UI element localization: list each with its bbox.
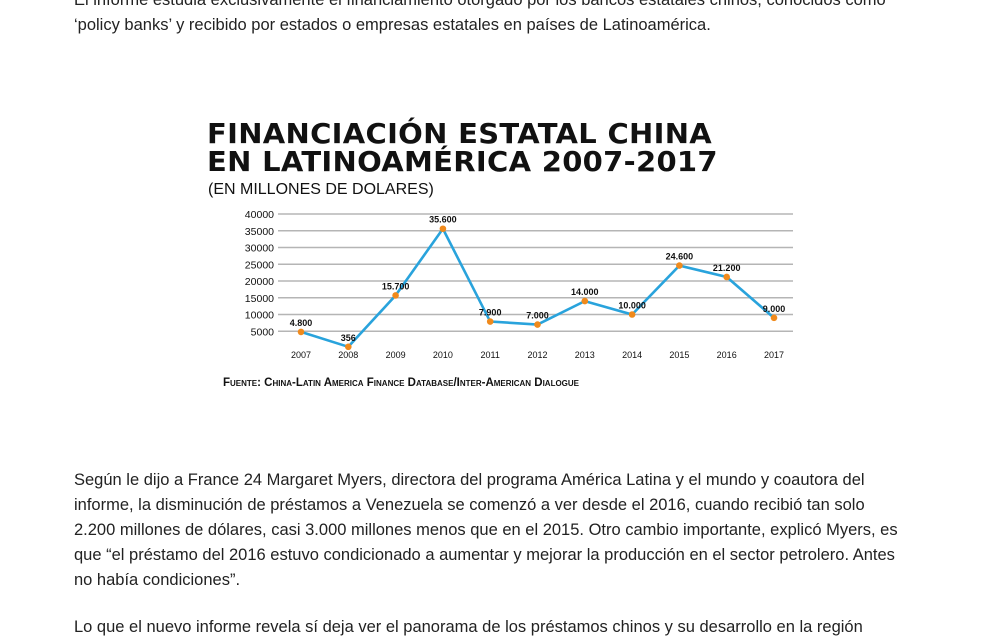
article-paragraph-top: El informe estudia exclusivamente el fin… <box>74 0 926 38</box>
x-tick-label: 2017 <box>764 350 784 360</box>
article-paragraph-main-line: informe, la disminución de préstamos a V… <box>74 496 865 514</box>
data-point <box>439 225 447 233</box>
data-point <box>297 328 305 336</box>
data-point <box>723 273 730 281</box>
article-paragraph-main-line: Según le dijo a France 24 Margaret Myers… <box>74 471 865 489</box>
chart-source: Fuente: China-Latin America Finance Data… <box>223 377 580 389</box>
data-point <box>581 297 589 305</box>
article-paragraph-main-line: 2.200 millones de dólares, casi 3.000 mi… <box>74 521 898 539</box>
data-point <box>628 311 636 318</box>
chart-title: FINANCIACIÓN ESTATAL CHINA EN LATINOAMÉR… <box>207 120 718 176</box>
y-tick-label: 10000 <box>245 310 274 322</box>
series-line <box>300 226 775 349</box>
article-paragraph-main: Según le dijo a France 24 Margaret Myers… <box>74 468 926 593</box>
x-tick-label: 2011 <box>481 350 500 360</box>
data-label: 24.600 <box>666 252 694 262</box>
data-label: 9.000 <box>763 304 786 314</box>
x-tick-label: 2014 <box>622 350 642 360</box>
x-tick-label: 2012 <box>527 350 547 360</box>
data-label: 7.000 <box>526 311 549 321</box>
y-tick-label: 5000 <box>251 326 275 338</box>
data-point <box>486 318 494 325</box>
y-tick-label: 20000 <box>245 276 274 288</box>
x-tick-label: 2015 <box>669 350 689 360</box>
x-tick-label: 2007 <box>291 350 311 360</box>
data-label: 14.000 <box>571 287 599 297</box>
data-label: 21.200 <box>713 263 741 273</box>
data-point <box>534 321 541 328</box>
article-paragraph-main-line: no había condiciones”. <box>74 571 241 589</box>
y-tick-label: 40000 <box>245 209 274 221</box>
data-label: 10.000 <box>618 301 646 311</box>
article-paragraph-bottom: Lo que el nuevo informe revela sí deja v… <box>74 615 926 640</box>
article-paragraph-main-line: que “el préstamo del 2016 estuvo condici… <box>74 546 895 564</box>
data-point <box>345 343 352 351</box>
data-label: 356 <box>341 333 356 343</box>
chart-title-line-1: FINANCIACIÓN ESTATAL CHINA <box>207 117 713 150</box>
article-paragraph-top-line: El informe estudia exclusivamente el fin… <box>74 0 886 9</box>
x-tick-label: 2010 <box>433 350 453 360</box>
data-label: 7.900 <box>479 308 502 318</box>
x-tick-label: 2016 <box>717 350 737 360</box>
y-tick-label: 35000 <box>245 226 274 238</box>
data-point <box>676 262 683 269</box>
data-point <box>392 292 399 299</box>
data-label: 4.800 <box>290 318 313 328</box>
x-tick-label: 2013 <box>575 350 595 360</box>
y-tick-label: 25000 <box>245 259 274 271</box>
y-tick-label: 30000 <box>245 243 274 255</box>
data-label: 15.700 <box>382 281 410 291</box>
data-label: 35.600 <box>429 215 457 225</box>
x-tick-label: 2008 <box>338 350 358 360</box>
article-paragraph-bottom-line: Lo que el nuevo informe revela sí deja v… <box>74 618 863 636</box>
chart-subtitle: (EN MILLONES DE DOLARES) <box>208 181 434 198</box>
chart-title-line-2: EN LATINOAMÉRICA 2007-2017 <box>207 145 718 178</box>
chart-plot: 40000 35000 30000 25000 20000 15000 10000 5000 2… <box>245 209 793 360</box>
article-paragraph-top-line: ‘policy banks’ y recibido por estados o … <box>74 16 711 34</box>
x-tick-label: 2009 <box>386 350 406 360</box>
data-point <box>770 314 778 322</box>
y-tick-label: 15000 <box>245 293 274 305</box>
